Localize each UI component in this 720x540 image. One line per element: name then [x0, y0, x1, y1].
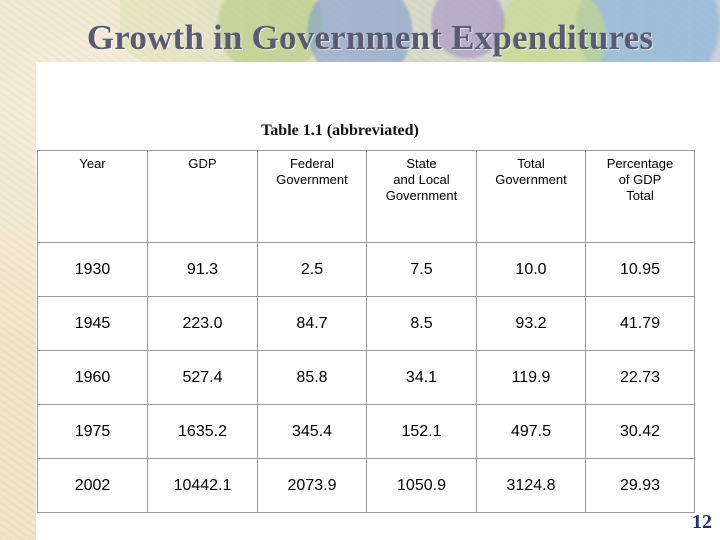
table-cell: 29.93: [585, 458, 695, 513]
table-cell: 1930: [37, 242, 148, 297]
header-line: Government: [495, 172, 567, 187]
table-cell: 152.1: [366, 404, 477, 459]
table-cell: 10.95: [585, 242, 695, 297]
table-cell: 91.3: [147, 242, 258, 297]
header-line: Government: [385, 188, 458, 203]
table-cell: 41.79: [585, 296, 695, 351]
header-percentage-gdp: Percentage of GDP Total: [585, 150, 695, 243]
table-cell: 1960: [37, 350, 148, 405]
table-cell: 3124.8: [476, 458, 586, 513]
header-line: and Local: [393, 172, 450, 187]
header-gdp: GDP: [147, 150, 258, 243]
table-cell: 8.5: [366, 296, 477, 351]
table-cell: 1050.9: [366, 458, 477, 513]
table-cell: 1635.2: [147, 404, 258, 459]
table-cell: 22.73: [585, 350, 695, 405]
table-cell: 2073.9: [257, 458, 367, 513]
table-cell: 85.8: [257, 350, 367, 405]
table-cell: 527.4: [147, 350, 258, 405]
table-row: 1945 223.0 84.7 8.5 93.2 41.79: [37, 296, 695, 351]
table-cell: 497.5: [476, 404, 586, 459]
table-header-row: Year GDP Federal Government State and Lo…: [37, 150, 695, 243]
header-line: Total: [517, 156, 545, 171]
header-line: Government: [276, 172, 348, 187]
header-line: Percentage: [606, 156, 674, 171]
header-line: GDP: [188, 156, 217, 171]
table-cell: 119.9: [476, 350, 586, 405]
table-row: 1930 91.3 2.5 7.5 10.0 10.95: [37, 242, 695, 297]
table-cell: 223.0: [147, 296, 258, 351]
table-cell: 10442.1: [147, 458, 258, 513]
header-year: Year: [37, 150, 148, 243]
table-cell: 345.4: [257, 404, 367, 459]
header-line: Federal: [289, 156, 335, 171]
header-line: Total: [626, 188, 654, 203]
header-line: Year: [79, 156, 106, 171]
page-number: 12: [692, 511, 712, 533]
title-banner-decoration: [120, 0, 720, 62]
table-cell: 34.1: [366, 350, 477, 405]
header-federal-government: Federal Government: [257, 150, 367, 243]
header-total-government: Total Government: [476, 150, 586, 243]
table-cell: 7.5: [366, 242, 477, 297]
table-cell: 10.0: [476, 242, 586, 297]
table-cell: 30.42: [585, 404, 695, 459]
table-cell: 2.5: [257, 242, 367, 297]
table-cell: 1945: [37, 296, 148, 351]
table-row: 1975 1635.2 345.4 152.1 497.5 30.42: [37, 404, 695, 459]
table-cell: 93.2: [476, 296, 586, 351]
table-caption: Table 1.1 (abbreviated): [261, 122, 419, 139]
table-row: 1960 527.4 85.8 34.1 119.9 22.73: [37, 350, 695, 405]
table-cell: 1975: [37, 404, 148, 459]
header-line: State: [406, 156, 437, 171]
header-state-local-government: State and Local Government: [366, 150, 477, 243]
expenditure-table: Year GDP Federal Government State and Lo…: [37, 150, 695, 513]
header-line: of GDP: [618, 172, 662, 187]
slide-title: Growth in Government Expenditures: [86, 18, 654, 57]
table-row: 2002 10442.1 2073.9 1050.9 3124.8 29.93: [37, 458, 695, 513]
table-cell: 84.7: [257, 296, 367, 351]
table-cell: 2002: [37, 458, 148, 513]
